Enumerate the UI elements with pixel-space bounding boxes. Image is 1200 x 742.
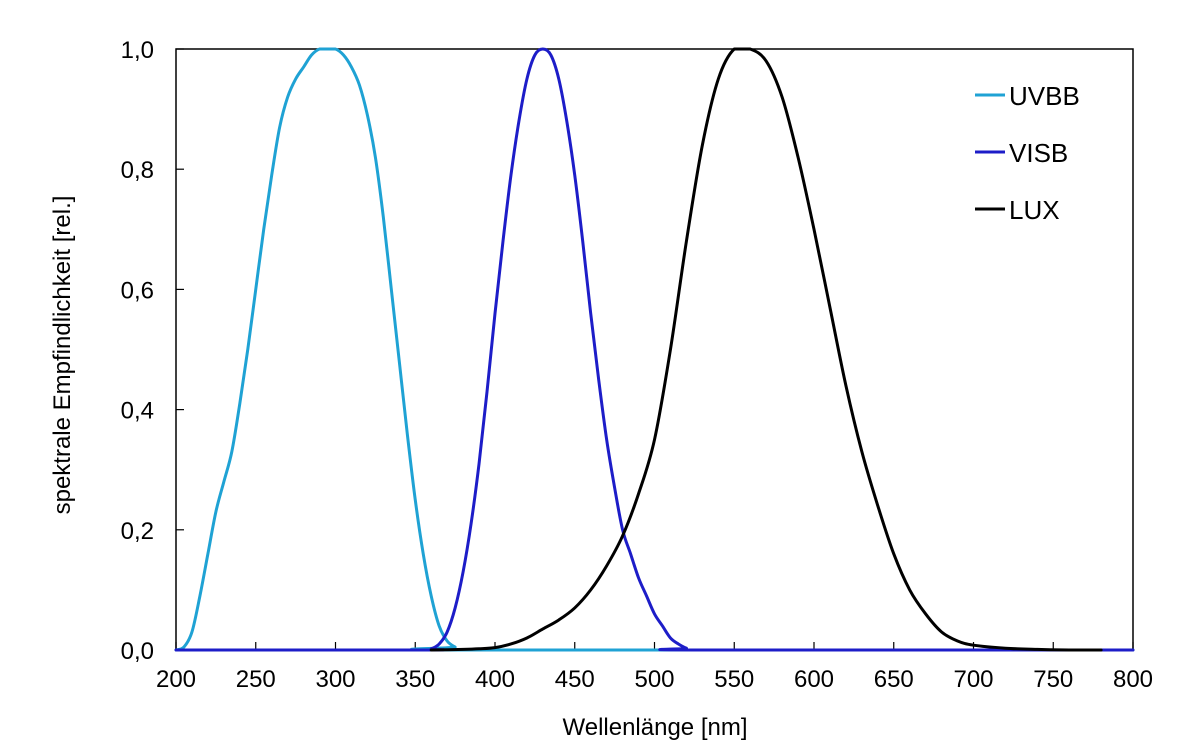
x-tick-label: 300 [315, 666, 355, 693]
x-tick-label: 700 [953, 666, 993, 693]
x-tick-label: 550 [714, 666, 754, 693]
legend-label-uvbb: UVBB [1009, 81, 1080, 111]
y-tick-label: 0,6 [121, 277, 154, 304]
y-tick-label: 0,2 [121, 518, 154, 545]
x-axis-ticks: 200 250 300 350 400 450 500 550 600 650 700 750 800 [156, 642, 1153, 693]
x-tick-label: 200 [156, 666, 196, 693]
x-tick-label: 500 [634, 666, 674, 693]
x-tick-label: 250 [236, 666, 276, 693]
y-tick-label: 0,4 [121, 398, 154, 425]
plot-area [175, 48, 1134, 651]
series-line-visb [174, 47, 1135, 652]
x-axis-title: Wellenlänge [nm] [563, 714, 748, 741]
series-line-lux [429, 47, 1103, 652]
x-tick-label: 600 [794, 666, 834, 693]
legend-label-visb: VISB [1009, 138, 1068, 168]
x-tick-label: 400 [475, 666, 515, 693]
y-tick-label: 0,8 [121, 157, 154, 184]
y-tick-label: 1,0 [121, 37, 154, 64]
x-tick-label: 650 [874, 666, 914, 693]
legend: UVBB VISB LUX [975, 81, 1080, 225]
y-axis-ticks: 0,0 0,2 0,4 0,6 0,8 1,0 [121, 37, 184, 665]
legend-label-lux: LUX [1009, 195, 1060, 225]
y-axis-title: spektrale Empfindlichkeit [rel.] [49, 196, 76, 515]
series-curves [174, 47, 1135, 652]
x-tick-label: 800 [1113, 666, 1153, 693]
y-tick-label: 0,0 [121, 638, 154, 665]
plot-frame [175, 48, 1134, 651]
x-tick-label: 450 [555, 666, 595, 693]
series-line-uvbb [174, 47, 1135, 652]
x-tick-label: 750 [1033, 666, 1073, 693]
x-tick-label: 350 [395, 666, 435, 693]
